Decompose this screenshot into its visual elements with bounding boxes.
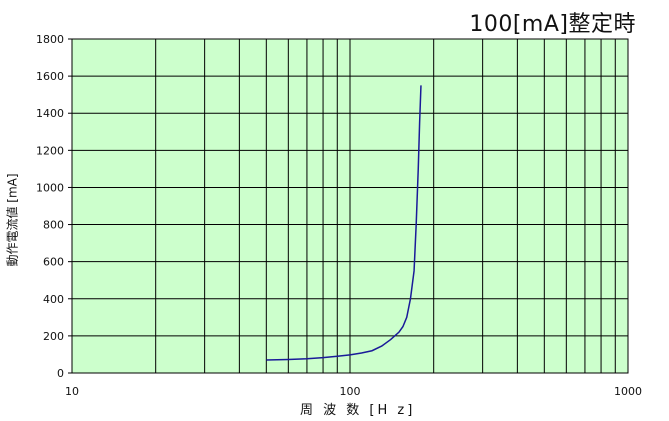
x-tick-label: 100 xyxy=(340,385,361,398)
x-axis-label: 周 波 数 [H z] xyxy=(300,403,416,418)
y-tick-label: 200 xyxy=(43,330,64,343)
series-line xyxy=(266,85,422,361)
chart-title: 100[mA]整定時 xyxy=(469,12,636,37)
y-tick-label: 600 xyxy=(43,256,64,269)
y-tick-label: 1200 xyxy=(36,144,64,157)
y-tick-label: 400 xyxy=(43,293,64,306)
y-tick-label: 1800 xyxy=(36,33,64,46)
tick-labels: 0 200 400 600 800 1000 1200 1400 1600 1800 10 100 10… xyxy=(36,33,642,398)
y-tick-label: 1600 xyxy=(36,70,64,83)
y-tick-label: 1400 xyxy=(36,107,64,120)
x-tick-label: 10 xyxy=(65,385,79,398)
y-tick-label: 1000 xyxy=(36,181,64,194)
series-group xyxy=(266,85,422,361)
x-tick-label: 1000 xyxy=(614,385,642,398)
y-tick-label: 0 xyxy=(57,367,64,380)
grid xyxy=(71,38,629,374)
y-tick-label: 800 xyxy=(43,219,64,232)
